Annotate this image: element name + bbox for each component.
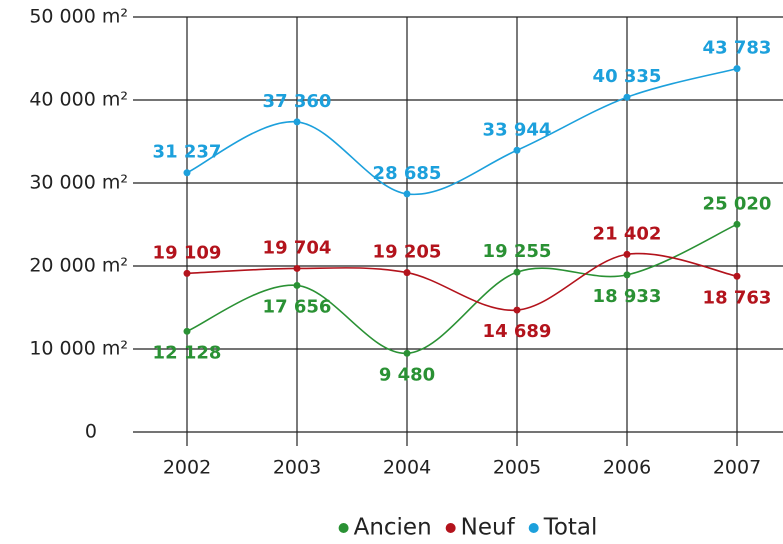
data-label: 33 944 [483,119,552,140]
data-point [733,272,741,280]
y-tick-label: 0 [85,421,97,443]
data-point [623,250,631,258]
legend: Ancien Neuf Total [338,515,598,541]
data-label: 9 480 [379,364,435,385]
data-label: 31 237 [153,142,222,163]
data-point [403,269,411,277]
x-tick-label: 2006 [603,457,651,479]
series-line [186,67,738,196]
data-point [513,306,521,314]
x-tick-label: 2002 [163,457,211,479]
data-label: 25 020 [703,193,772,214]
data-point [403,349,411,357]
data-label: 28 685 [373,163,442,184]
data-point [293,281,301,289]
data-label: 19 205 [373,242,442,263]
data-point [623,271,631,279]
x-tick-label: 2004 [383,457,431,479]
data-label: 19 704 [263,237,332,258]
x-tick-label: 2005 [493,457,541,479]
legend-label: Ancien [354,515,432,541]
y-tick-label: 40 000 m² [29,89,128,111]
y-tick-label: 30 000 m² [29,172,128,194]
data-point [403,190,411,198]
legend-label: Neuf [461,515,516,541]
data-label: 19 255 [483,241,552,262]
series-line [186,252,738,311]
data-label: 21 402 [593,223,662,244]
x-tick-label: 2007 [713,457,761,479]
data-point [293,118,301,126]
data-point [183,327,191,335]
data-label: 37 360 [263,91,332,112]
data-point [183,169,191,177]
data-point [733,65,741,73]
data-label: 40 335 [593,66,662,87]
legend-marker [445,523,456,533]
series-line [186,223,738,355]
data-point [623,93,631,101]
y-tick-label: 50 000 m² [29,6,128,28]
data-label: 17 656 [263,296,332,317]
data-label: 19 109 [153,242,222,263]
data-label: 12 128 [153,342,222,363]
legend-marker [528,523,539,533]
data-point [733,220,741,228]
x-tick-label: 2003 [273,457,321,479]
data-point [513,268,521,276]
legend-label: Total [543,515,598,541]
y-tick-label: 10 000 m² [29,338,128,360]
data-point [183,269,191,277]
data-point [513,146,521,154]
y-tick-label: 20 000 m² [29,255,128,277]
data-label: 18 933 [593,286,662,307]
data-label: 18 763 [703,287,772,308]
legend-marker [338,523,349,533]
data-label: 14 689 [483,321,552,342]
data-label: 43 783 [703,38,772,59]
data-point [293,264,301,272]
